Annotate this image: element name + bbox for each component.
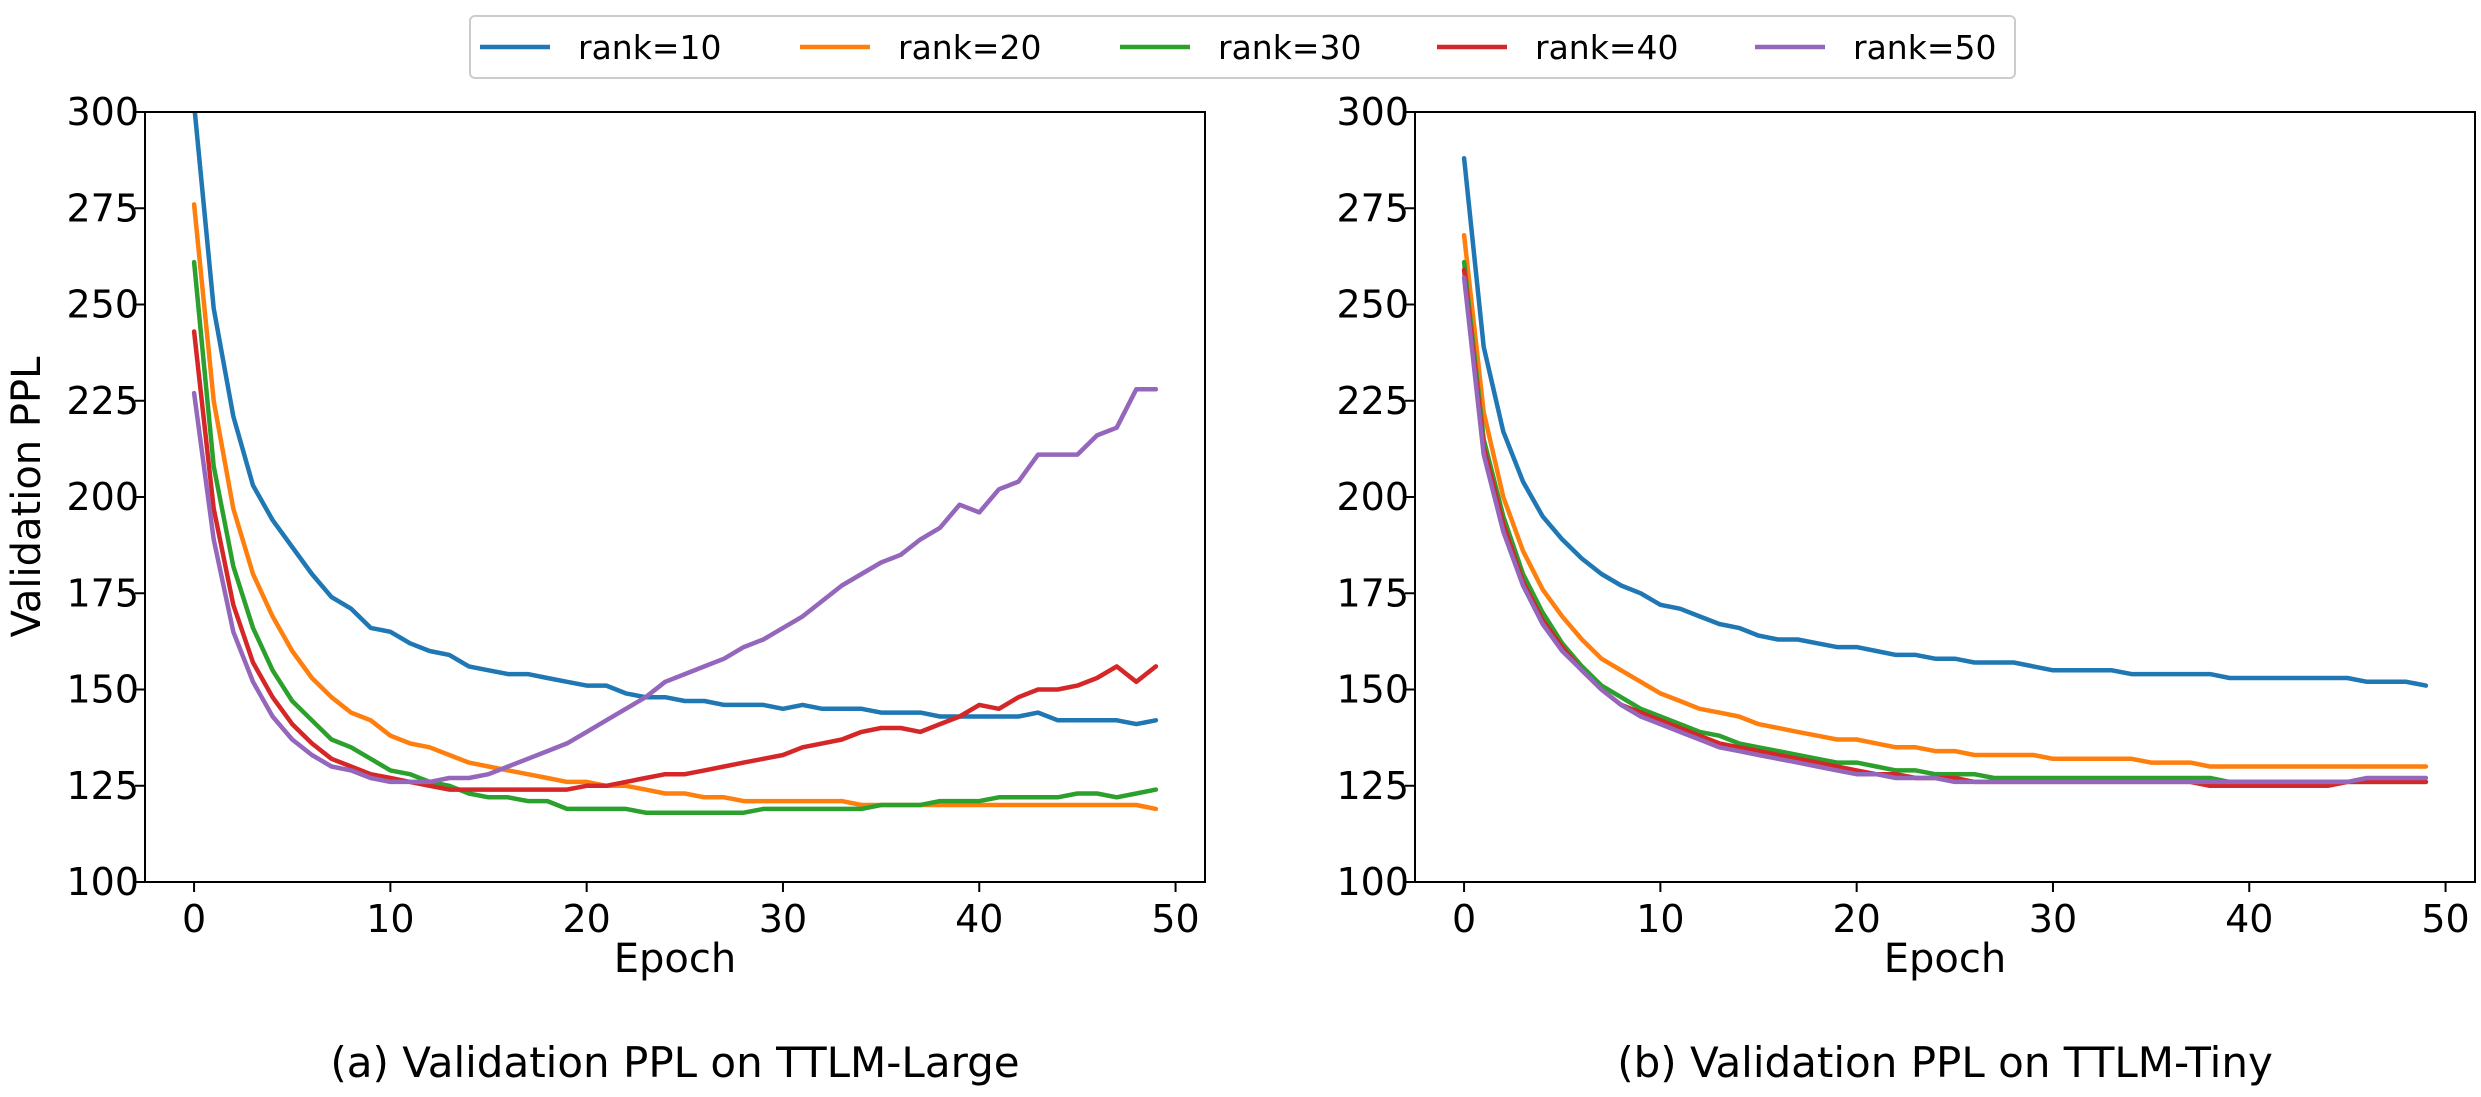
legend-label-rank-20: rank=20 xyxy=(898,28,1041,67)
x-tick-label: 10 xyxy=(366,897,414,941)
y-tick-label: 250 xyxy=(66,283,139,327)
y-tick-label: 300 xyxy=(66,90,139,134)
x-tick-label: 30 xyxy=(759,897,807,941)
x-tick-label: 50 xyxy=(1151,897,1199,941)
y-tick-label: 125 xyxy=(1336,764,1409,808)
x-tick-label: 40 xyxy=(955,897,1003,941)
series-line-a-rank-30 xyxy=(191,259,1159,815)
y-tick-label: 150 xyxy=(1336,668,1409,712)
legend-label-rank-10: rank=10 xyxy=(578,28,721,67)
y-tick-label: 275 xyxy=(66,186,139,230)
y-tick-label: 250 xyxy=(1336,283,1409,327)
y-tick-label: 150 xyxy=(66,668,139,712)
x-tick-label: 50 xyxy=(2421,897,2469,941)
series-line-a-rank-10 xyxy=(192,112,1159,727)
x-tick-label: 20 xyxy=(1832,897,1880,941)
legend-label-rank-50: rank=50 xyxy=(1853,28,1996,67)
legend-label-rank-40: rank=40 xyxy=(1535,28,1678,67)
y-tick-label: 200 xyxy=(1336,475,1409,519)
x-tick-label: 30 xyxy=(2029,897,2077,941)
legend-label-rank-30: rank=30 xyxy=(1218,28,1361,67)
series-line-b-rank-30 xyxy=(1461,259,2429,785)
x-tick-label: 0 xyxy=(182,897,206,941)
x-axis-label-b: Epoch xyxy=(1884,936,2006,982)
series-line-b-rank-10 xyxy=(1461,155,2429,688)
plot-frame-a xyxy=(144,111,1206,883)
y-tick-label: 175 xyxy=(66,571,139,615)
caption-b: (b) Validation PPL on TTLM-Tiny xyxy=(1617,1038,2273,1087)
x-tick-label: 40 xyxy=(2225,897,2273,941)
x-tick-label: 0 xyxy=(1452,897,1476,941)
x-axis-label-a: Epoch xyxy=(614,936,736,982)
series-line-a-rank-50 xyxy=(191,386,1159,785)
y-tick-label: 175 xyxy=(1336,571,1409,615)
legend-box xyxy=(469,15,2016,79)
y-tick-label: 225 xyxy=(1336,379,1409,423)
panel-a: 0 10 20 30 40 50 100 125 150 175 200 225 250 275 300 E… xyxy=(4,90,1206,1087)
series-line-b-rank-40 xyxy=(1461,267,2429,789)
y-tick-label: 225 xyxy=(66,379,139,423)
y-axis-label-a: Validation PPL xyxy=(4,356,50,637)
y-tick-label: 100 xyxy=(66,860,139,904)
y-tick-label: 100 xyxy=(1336,860,1409,904)
series-line-a-rank-20 xyxy=(191,202,1159,812)
legend: rank=10 rank=20 rank=30 rank=40 rank=50 xyxy=(469,15,2016,79)
series-line-a-rank-40 xyxy=(191,329,1159,792)
series-line-b-rank-20 xyxy=(1461,232,2429,769)
x-tick-label: 10 xyxy=(1636,897,1684,941)
y-tick-label: 200 xyxy=(66,475,139,519)
y-tick-label: 275 xyxy=(1336,186,1409,230)
y-tick-label: 125 xyxy=(66,764,139,808)
y-tick-label: 300 xyxy=(1336,90,1409,134)
x-tick-label: 20 xyxy=(562,897,610,941)
panel-b: 0 10 20 30 40 50 100 125 150 175 200 225 250 275 300 E… xyxy=(1336,90,2476,1087)
series-line-b-rank-50 xyxy=(1461,275,2429,785)
caption-a: (a) Validation PPL on TTLM-Large xyxy=(330,1038,1019,1087)
